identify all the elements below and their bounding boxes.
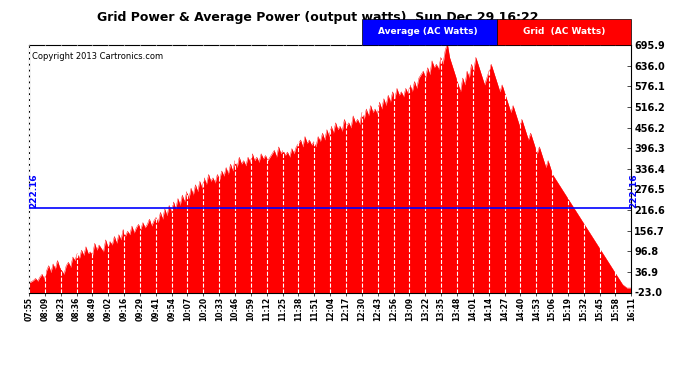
Text: Average (AC Watts): Average (AC Watts): [378, 27, 477, 36]
Text: 222.16: 222.16: [29, 174, 38, 208]
Text: 222.16: 222.16: [629, 174, 638, 208]
Text: Copyright 2013 Cartronics.com: Copyright 2013 Cartronics.com: [32, 53, 163, 62]
Text: Grid  (AC Watts): Grid (AC Watts): [522, 27, 605, 36]
Text: Grid Power & Average Power (output watts)  Sun Dec 29 16:22: Grid Power & Average Power (output watts…: [97, 11, 538, 24]
